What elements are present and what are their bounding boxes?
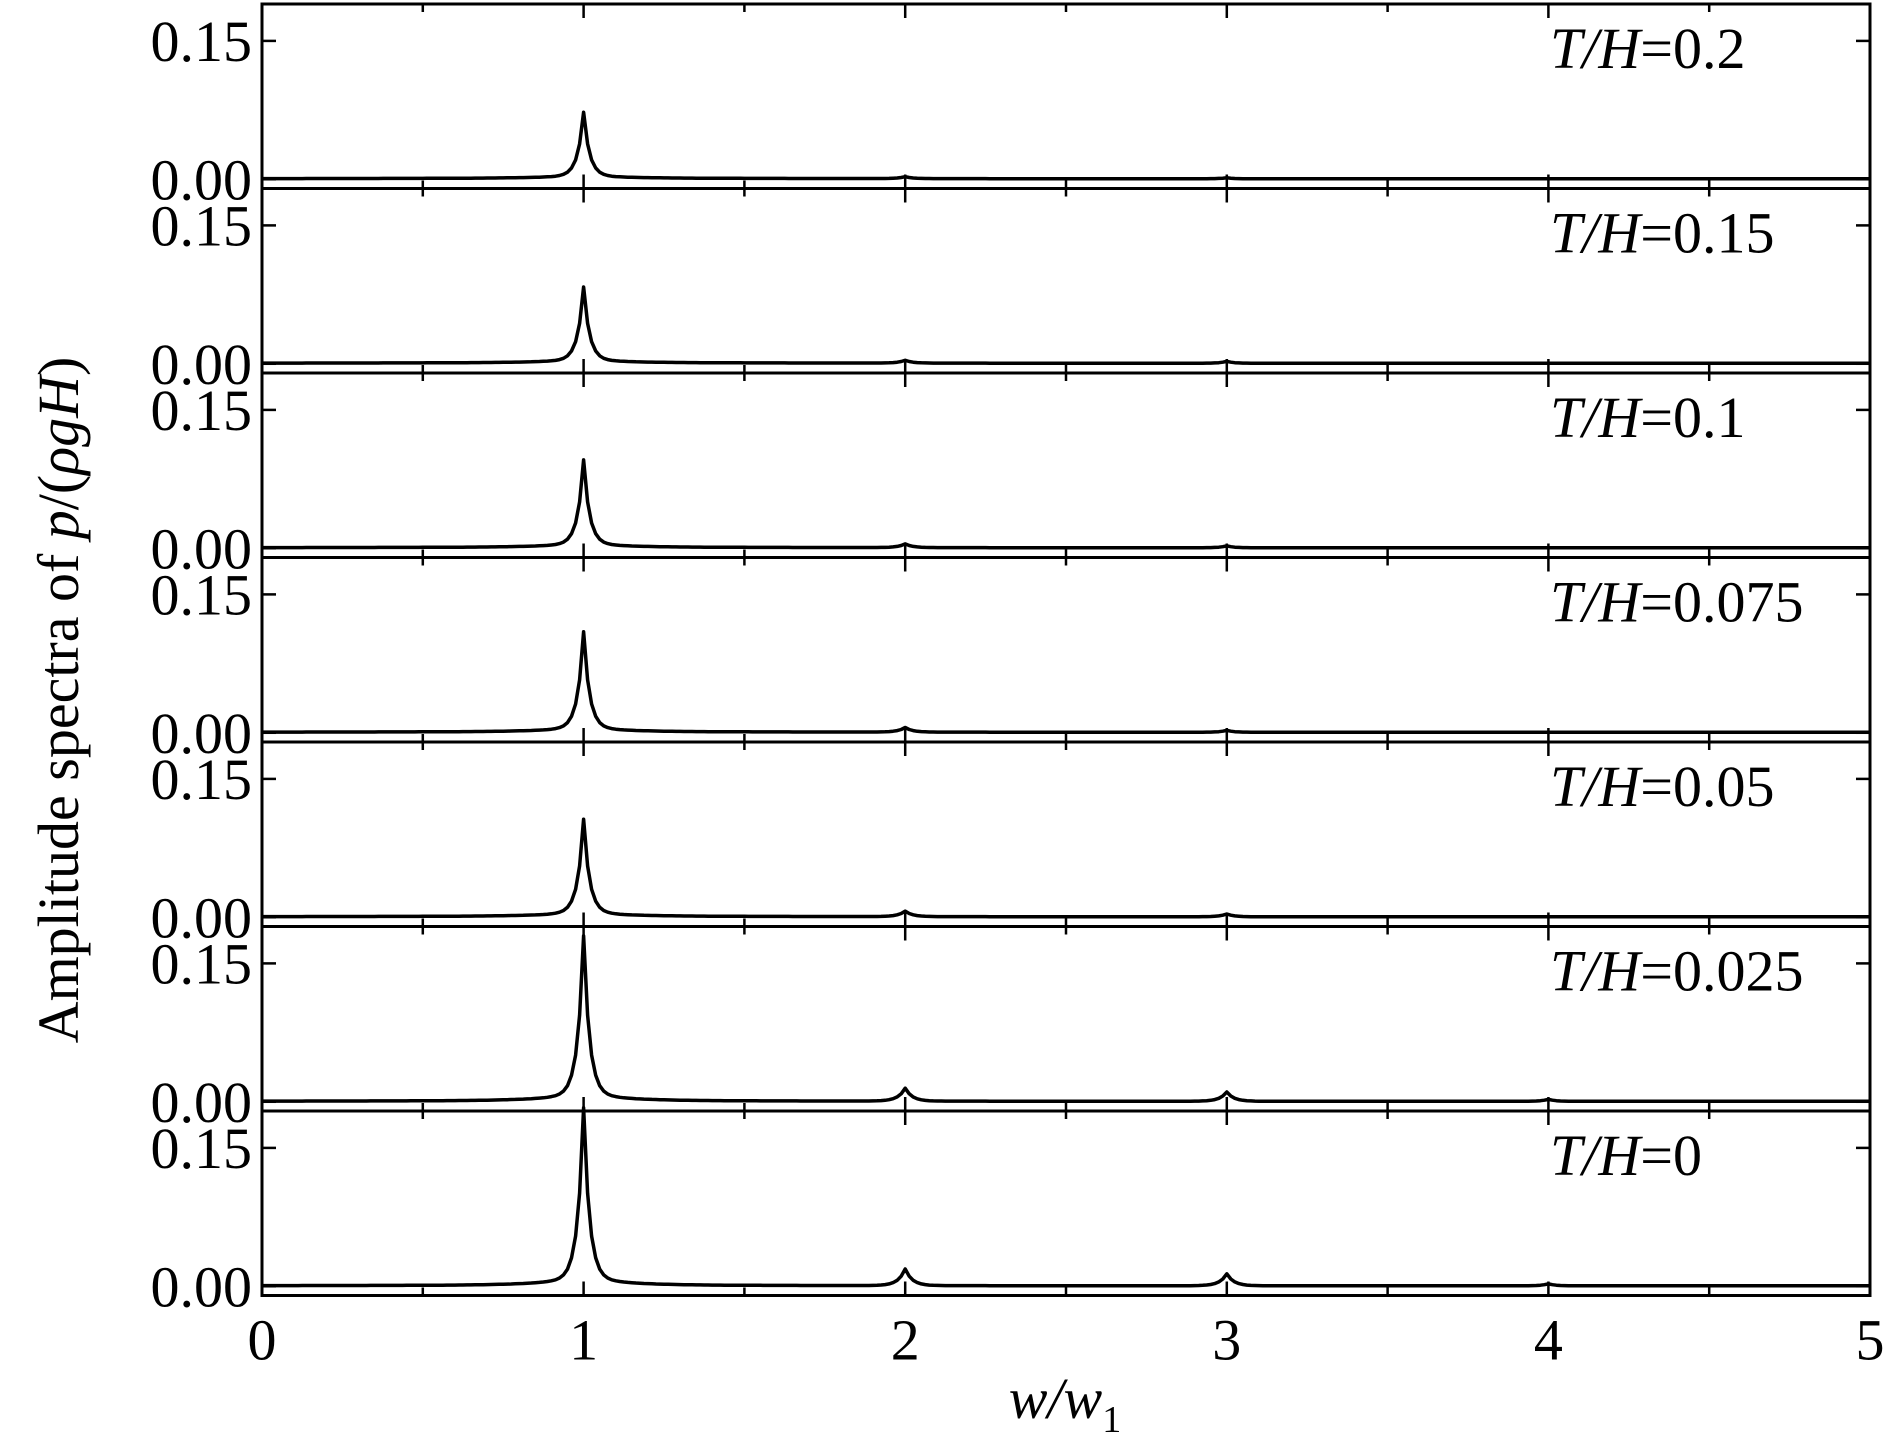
panel-label-variable: T/H (1550, 385, 1643, 450)
panel-label-value: =0.025 (1640, 939, 1803, 1004)
y-tick-label: 0.00 (151, 147, 253, 212)
panel-label-variable: T/H (1550, 939, 1643, 1004)
panel-4: 0.00 0.15 T/H=0.05 (151, 740, 1872, 950)
panel-label: T/H=0.025 (1550, 939, 1803, 1004)
y-axis-title-g: g (26, 418, 91, 447)
y-tick-label: 0.00 (151, 516, 253, 581)
y-axis-title-H: H (26, 373, 91, 419)
y-tick-label: 0.15 (151, 747, 253, 812)
panel-2: 0.00 0.15 T/H=0.1 (151, 371, 1872, 581)
y-tick-label: 0.15 (151, 562, 253, 627)
x-tick-label: 3 (1212, 1308, 1241, 1373)
series-line (262, 110, 1870, 181)
panel-3: 0.00 0.15 T/H=0.075 (151, 556, 1872, 766)
series-line (262, 1106, 1870, 1288)
y-tick-label: 0.15 (151, 1116, 253, 1181)
x-axis-title-main: w/w (1009, 1366, 1103, 1431)
panel-0: 0.00 0.15 T/H=0.2 (151, 2, 1872, 212)
series-line (262, 285, 1870, 366)
panel-label: T/H=0.05 (1550, 754, 1774, 819)
series-line (262, 630, 1870, 735)
y-tick-label: 0.15 (151, 9, 253, 74)
y-axis-title: Amplitude spectra of p/(ρgH) (26, 357, 91, 1044)
x-tick-labels: 0 1 2 3 4 5 (248, 1308, 1885, 1373)
x-tick-label: 2 (891, 1308, 920, 1373)
x-tick-label: 4 (1534, 1308, 1563, 1373)
panel-label: T/H=0.2 (1550, 16, 1745, 81)
series-line (262, 458, 1870, 550)
panel-1: 0.00 0.15 T/H=0.15 (151, 187, 1872, 397)
panel-label-value: =0.05 (1640, 754, 1774, 819)
x-tick-label: 5 (1856, 1308, 1885, 1373)
x-tick-label: 1 (569, 1308, 598, 1373)
y-tick-label: 0.15 (151, 193, 253, 258)
panel-label-value: =0.15 (1640, 201, 1774, 266)
panel-label: T/H=0.15 (1550, 201, 1774, 266)
panel-label-value: =0.1 (1640, 385, 1745, 450)
panel-label-value: =0.2 (1640, 16, 1745, 81)
panel-5: 0.00 0.15 T/H=0.025 (151, 925, 1872, 1135)
panel-label-variable: T/H (1550, 1123, 1643, 1188)
y-tick-label: 0.00 (151, 332, 253, 397)
panels-group: 0.000.15 T/H=0.20.000.15 T/H=0.150.000.15 T… (151, 2, 1872, 1319)
panel-label: T/H=0 (1550, 1123, 1702, 1188)
y-axis-title-prefix: Amplitude spectra of (26, 539, 91, 1043)
panel-label-value: =0 (1640, 1123, 1702, 1188)
y-tick-label: 0.00 (151, 885, 253, 950)
y-axis-title-var-p: p (26, 510, 91, 543)
panel-6: 0.00 0.15 T/H=0 (151, 1106, 1872, 1319)
x-tick-label: 0 (248, 1308, 277, 1373)
panel-label-variable: T/H (1550, 16, 1643, 81)
y-tick-label: 0.15 (151, 931, 253, 996)
x-axis-title: w/w1 (1009, 1366, 1122, 1440)
panel-label-value: =0.075 (1640, 570, 1803, 635)
y-tick-label: 0.00 (151, 1254, 253, 1319)
series-line (262, 934, 1870, 1104)
panel-label: T/H=0.075 (1550, 570, 1803, 635)
y-axis-title-rho: ρ (26, 447, 91, 477)
y-tick-label: 0.00 (151, 1070, 253, 1135)
panel-label: T/H=0.1 (1550, 385, 1745, 450)
panel-label-variable: T/H (1550, 201, 1643, 266)
series-line (262, 817, 1870, 919)
panel-label-variable: T/H (1550, 570, 1643, 635)
y-axis-title-close: ) (26, 357, 91, 376)
y-axis-title-mid: /( (26, 475, 91, 510)
panel-label-variable: T/H (1550, 754, 1643, 819)
y-tick-label: 0.15 (151, 378, 253, 443)
x-axis-title-subscript: 1 (1102, 1399, 1121, 1440)
y-tick-label: 0.00 (151, 701, 253, 766)
